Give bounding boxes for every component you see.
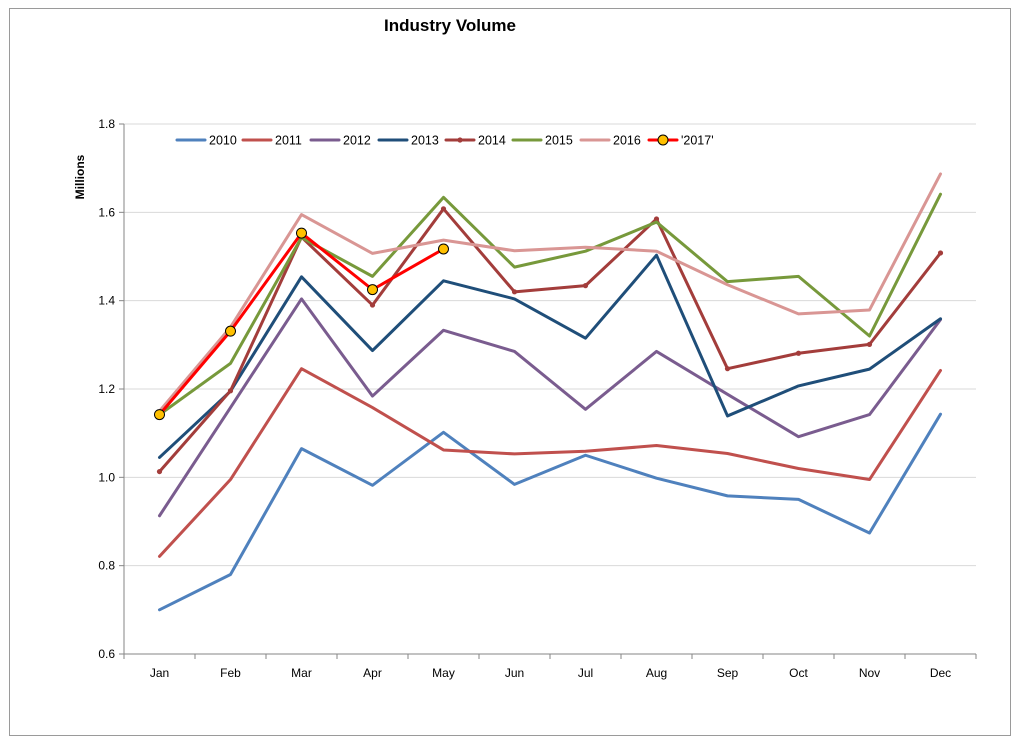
y-tick-label: 1.2 — [98, 382, 115, 396]
legend-label: 2016 — [613, 134, 641, 148]
axes: 0.6 0.8 1.0 1.2 1.4 1.6 1.8 Jan Feb Mar Apr May Jun J… — [98, 117, 977, 680]
data-point — [438, 243, 449, 255]
data-point — [156, 468, 163, 475]
series-line-2011 — [158, 367, 942, 558]
data-point — [367, 284, 378, 296]
legend-marker — [457, 137, 463, 143]
x-tick-label: Jul — [578, 666, 593, 680]
y-tick-label: 0.6 — [98, 647, 115, 661]
x-tick-label: Sep — [717, 666, 739, 680]
legend-label: '2017' — [681, 134, 714, 148]
x-tick-label: Mar — [291, 666, 312, 680]
data-point — [225, 325, 236, 337]
data-point — [937, 250, 944, 256]
series-line-2013 — [158, 253, 942, 459]
series-line-2010 — [158, 412, 942, 612]
y-tick-label: 0.8 — [98, 559, 115, 573]
legend: 2010 2011 2012 2013 2014 2015 2016 '2017' — [175, 134, 714, 148]
x-tick-label: Apr — [363, 666, 382, 680]
legend-label: 2014 — [478, 134, 506, 148]
data-point — [653, 216, 660, 222]
y-tick-label: 1.8 — [98, 117, 115, 131]
legend-label: 2013 — [411, 134, 439, 148]
data-point — [296, 227, 307, 239]
data-point — [582, 283, 589, 289]
y-axis-title: Millions — [73, 154, 87, 199]
series-line-2016 — [158, 172, 942, 413]
legend-label: 2015 — [545, 134, 573, 148]
data-point — [866, 341, 873, 347]
series-line-2015 — [158, 192, 942, 417]
x-tick-label: Jun — [505, 666, 524, 680]
x-tick-label: Dec — [930, 666, 951, 680]
legend-label: 2011 — [275, 134, 302, 148]
x-tick-label: May — [432, 666, 455, 680]
chart-title: Industry Volume — [384, 16, 516, 35]
x-tick-label: Aug — [646, 666, 667, 680]
gridlines — [124, 123, 976, 567]
data-point — [724, 366, 731, 372]
data-point — [227, 388, 234, 394]
data-point — [154, 409, 165, 421]
data-point — [511, 289, 518, 295]
data-point — [795, 350, 802, 356]
data-point — [440, 206, 447, 212]
legend-label: 2010 — [209, 134, 237, 148]
y-tick-label: 1.6 — [98, 205, 115, 219]
x-tick-label: Oct — [789, 666, 808, 680]
data-point — [369, 302, 376, 308]
series-line-2012 — [158, 297, 942, 518]
y-tick-label: 1.0 — [98, 470, 115, 484]
y-tick-label: 1.4 — [98, 294, 115, 308]
series-line-2014 — [158, 207, 942, 474]
x-tick-label: Nov — [859, 666, 880, 680]
legend-label: 2012 — [343, 134, 371, 148]
legend-marker — [657, 134, 669, 146]
x-tick-label: Jan — [150, 666, 169, 680]
chart-frame — [9, 8, 1011, 736]
series-lines — [154, 172, 944, 612]
x-tick-label: Feb — [220, 666, 241, 680]
